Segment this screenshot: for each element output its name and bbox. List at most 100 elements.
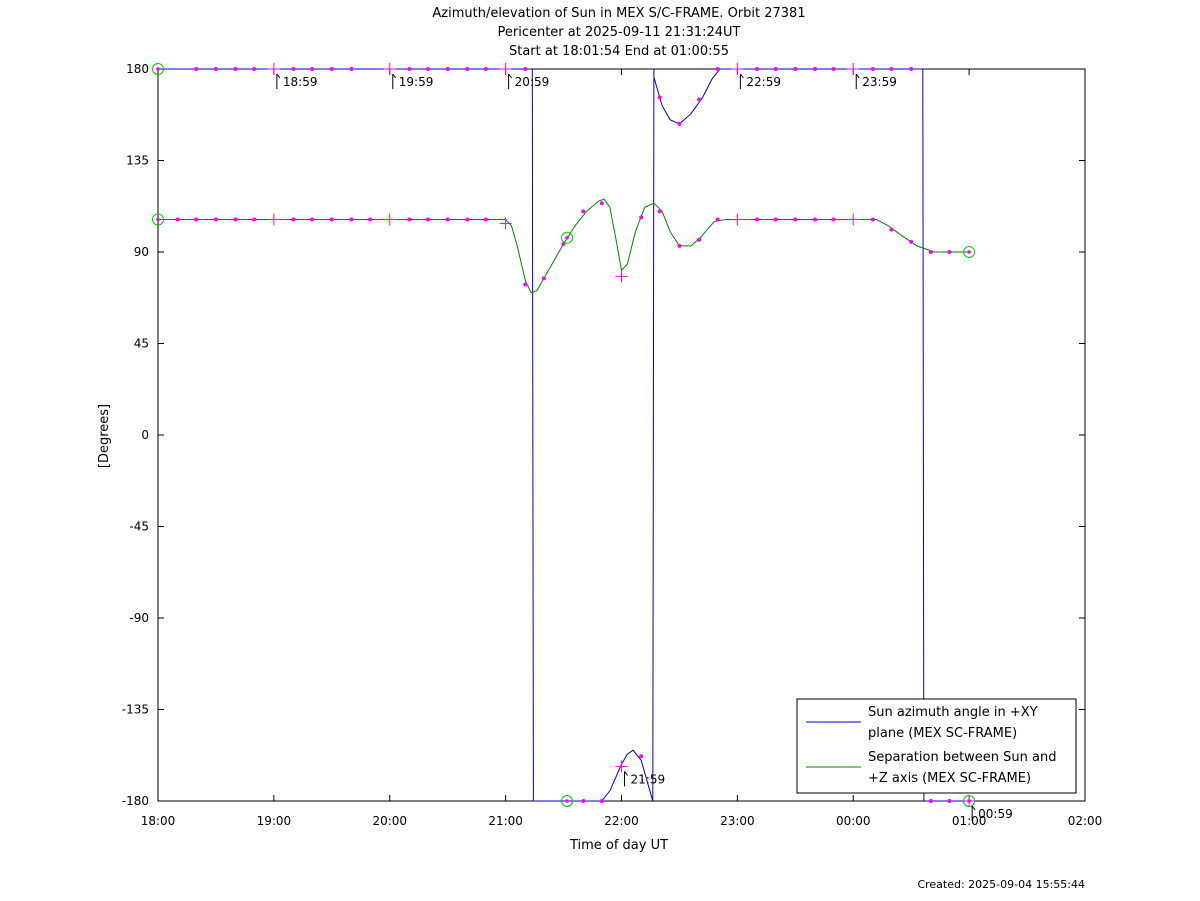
y-tick-label: 0 [141, 428, 149, 442]
hour-plus-marker [847, 63, 860, 75]
data-point-marker [310, 67, 315, 71]
data-point-marker [599, 201, 604, 206]
data-point-marker [599, 799, 604, 803]
data-point-marker [657, 95, 662, 100]
x-tick-label: 21:00 [488, 814, 523, 828]
hour-plus-marker [267, 213, 280, 226]
chart-title: Azimuth/elevation of Sun in MEX S/C-FRAM… [432, 6, 805, 59]
data-point-marker [639, 754, 644, 759]
legend-entry-text: plane (MEX SC-FRAME) [868, 726, 1017, 741]
y-tick-label: -90 [129, 611, 149, 625]
data-point-marker [194, 217, 199, 222]
axis-ticks: 18:00 19:00 20:00 21:00 22:00 23:00 00:00 01:00… [122, 62, 1103, 828]
data-point-marker [697, 97, 702, 102]
data-point-marker [310, 217, 315, 222]
endpoint-circle-marker [152, 63, 164, 75]
data-point-marker [657, 209, 662, 214]
hour-plus-marker [383, 213, 396, 226]
y-tick-label: 180 [126, 62, 149, 76]
y-tick-label: 135 [126, 154, 149, 168]
time-annotation: 23:59 [855, 73, 897, 89]
data-point-marker [928, 799, 933, 803]
data-point-marker [407, 217, 412, 222]
data-point-marker [425, 67, 430, 71]
data-point-marker [523, 67, 528, 71]
plot-frame [157, 68, 1086, 802]
hour-plus-marker [847, 213, 860, 226]
data-point-marker [870, 67, 875, 71]
legend-entry-text: +Z axis (MEX SC-FRAME) [868, 771, 1031, 786]
y-tick-label: 90 [134, 245, 149, 259]
created-timestamp: Created: 2025-09-04 15:55:44 [917, 878, 1085, 891]
hour-plus-marker [615, 760, 628, 773]
separation-series-line [158, 198, 970, 294]
data-point-marker [213, 67, 218, 71]
chart-title-line: Pericenter at 2025-09-11 21:31:24UT [497, 25, 740, 40]
hour-plus-marker [731, 63, 744, 75]
data-point-marker [947, 799, 952, 803]
y-tick-label: -45 [129, 520, 149, 534]
data-point-marker [889, 67, 894, 71]
time-annotation-label: 19:59 [399, 75, 434, 89]
data-point-marker [445, 217, 450, 222]
data-point-marker [233, 217, 238, 222]
data-point-marker [465, 217, 470, 222]
data-point-marker [252, 67, 257, 71]
data-point-marker [425, 217, 430, 222]
data-point-marker [755, 217, 760, 222]
hour-plus-marker [615, 270, 628, 283]
plot-area [157, 68, 1086, 802]
data-point-marker [793, 67, 798, 71]
time-annotation-label: 23:59 [862, 75, 897, 89]
data-point-marker [213, 217, 218, 222]
x-tick-label: 20:00 [372, 814, 407, 828]
data-point-marker [947, 250, 952, 254]
x-tick-label: 00:00 [836, 814, 871, 828]
data-point-marker [639, 215, 644, 220]
time-annotation: 19:59 [392, 73, 434, 89]
data-point-marker [329, 217, 334, 222]
data-point-marker [368, 217, 373, 222]
data-point-marker [889, 227, 894, 232]
data-point-marker [349, 67, 354, 71]
chart-title-line: Azimuth/elevation of Sun in MEX S/C-FRAM… [432, 6, 805, 21]
x-tick-label: 18:00 [141, 814, 176, 828]
data-point-marker [175, 217, 180, 222]
legend-entry-text: Separation between Sun and [868, 750, 1056, 765]
azimuth-series-line [533, 68, 655, 802]
x-tick-label: 02:00 [1068, 814, 1103, 828]
data-point-marker [697, 237, 702, 242]
data-point-marker [715, 217, 720, 222]
data-point-marker [407, 67, 412, 71]
annotations: 18:59 19:59 20:59 21:59 22:59 23:59 00:59 [276, 73, 1013, 821]
data-point-marker [773, 67, 778, 71]
data-point-marker [813, 67, 818, 71]
endpoint-circle-marker [963, 246, 976, 258]
time-annotation-label: 21:59 [631, 772, 666, 786]
data-point-marker [715, 67, 720, 71]
data-point-marker [773, 217, 778, 222]
data-point-marker [291, 217, 296, 222]
data-point-marker [194, 67, 199, 71]
markers [152, 63, 976, 807]
time-annotation-label: 18:59 [283, 75, 318, 89]
chart-title-line: Start at 18:01:54 End at 01:00:55 [509, 44, 729, 59]
legend-entry-text: Sun azimuth angle in +XY [868, 705, 1038, 720]
y-tick-label: -180 [122, 794, 149, 808]
data-point-marker [465, 67, 470, 71]
data-point-marker [445, 67, 450, 71]
data-point-marker [813, 217, 818, 222]
data-point-marker [831, 67, 836, 71]
endpoint-circle-marker [561, 795, 574, 807]
data-point-marker [793, 217, 798, 222]
azimuth-series-line [158, 68, 534, 802]
data-point-marker [870, 217, 875, 222]
data-point-marker [349, 217, 354, 222]
data-point-marker [831, 217, 836, 222]
endpoint-circle-marker [152, 213, 164, 226]
data-point-marker [541, 276, 546, 281]
time-annotation: 18:59 [276, 73, 318, 89]
y-axis-label: [Degrees] [97, 404, 112, 468]
data-point-marker [483, 67, 488, 71]
time-annotation: 20:59 [508, 73, 549, 89]
